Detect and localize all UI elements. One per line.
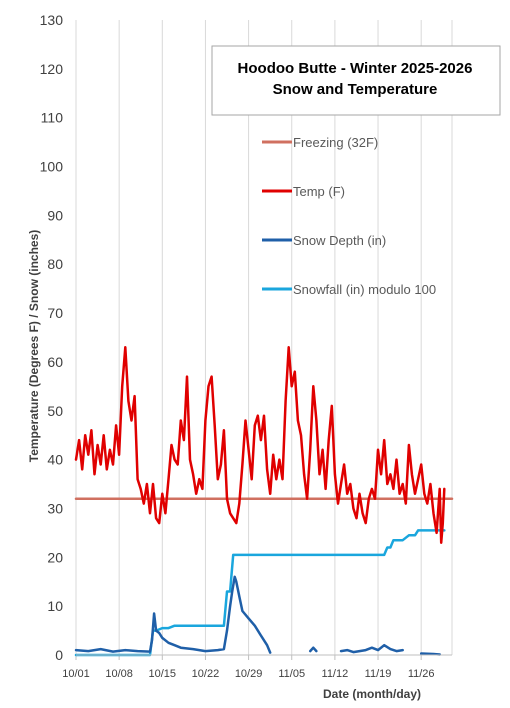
y-tick-label: 0 [55, 647, 63, 663]
legend-label: Snow Depth (in) [293, 233, 386, 248]
y-tick-label: 10 [47, 598, 63, 614]
chart-title-line-2: Snow and Temperature [273, 81, 438, 98]
y-tick-label: 20 [47, 549, 63, 565]
series-line-snow-depth-in [419, 652, 441, 656]
legend-label: Temp (F) [293, 184, 345, 199]
series-lines [74, 346, 454, 657]
y-tick-label: 130 [40, 12, 64, 28]
series-line-snow-depth-in [308, 646, 318, 653]
x-tick-label: 10/01 [62, 668, 90, 680]
y-axis-title: Temperature (Degrees F) / Snow (inches) [27, 230, 41, 463]
x-tick-label: 11/12 [322, 668, 349, 680]
x-axis: 10/01 10/08 10/15 10/22 10/29 11/05 11/12 11/19… [62, 655, 435, 680]
y-tick-label: 70 [47, 305, 63, 321]
x-tick-label: 10/08 [105, 668, 133, 680]
y-tick-label: 110 [41, 110, 64, 126]
y-tick-label: 50 [47, 403, 63, 419]
title-box-frame [211, 45, 501, 116]
y-axis: 0 10 20 30 40 50 60 70 80 90 100 110 120 130 [40, 12, 64, 663]
x-tick-label: 10/29 [235, 668, 263, 680]
series-line-temp-f [74, 346, 446, 544]
y-tick-label: 60 [47, 354, 63, 370]
x-axis-title: Date (month/day) [323, 687, 421, 701]
title-box: Hoodoo Butte - Winter 2025-2026 Snow and… [211, 45, 501, 116]
legend-label: Snowfall (in) modulo 100 [293, 282, 436, 297]
series-line-snow-depth-in [339, 643, 404, 654]
legend: Freezing (32F) Temp (F) Snow Depth (in) Sno… [262, 135, 436, 297]
y-tick-label: 100 [40, 159, 64, 175]
y-tick-label: 30 [47, 500, 63, 516]
y-tick-label: 40 [47, 452, 63, 468]
x-tick-label: 10/15 [149, 668, 177, 680]
chart-title-line-1: Hoodoo Butte - Winter 2025-2026 [238, 60, 473, 77]
y-tick-label: 120 [40, 61, 64, 77]
gridlines [75, 20, 453, 655]
y-tick-label: 80 [47, 256, 63, 272]
y-tick-label: 90 [47, 207, 63, 223]
x-tick-label: 11/05 [278, 668, 305, 680]
legend-label: Freezing (32F) [293, 135, 378, 150]
x-tick-label: 11/26 [408, 668, 435, 680]
series-line-snow-depth-in [74, 575, 272, 654]
x-tick-label: 11/19 [365, 668, 392, 680]
x-tick-label: 10/22 [192, 668, 220, 680]
